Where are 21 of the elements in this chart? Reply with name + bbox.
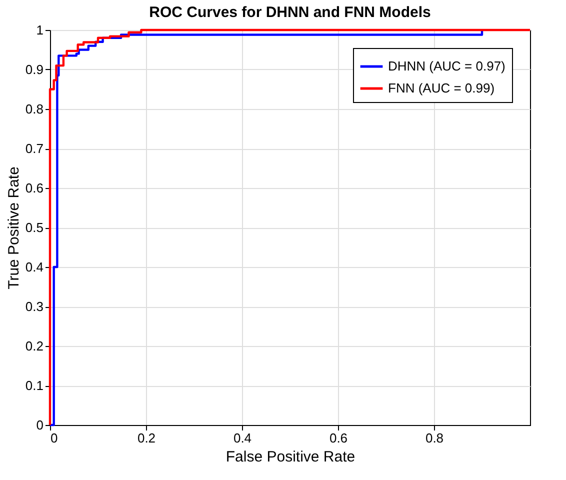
y-tick-label: 0.4	[25, 260, 44, 274]
y-tick-label: 0.7	[25, 141, 44, 156]
x-tick-label: 0.4	[233, 430, 252, 446]
y-tick-label: 0.5	[25, 220, 44, 235]
y-tick-label: 0.1	[25, 378, 44, 393]
y-tick-label: 0.9	[25, 62, 44, 77]
y-axis-title: True Positive Rate	[5, 166, 22, 290]
y-tick-label: 0	[36, 418, 44, 432]
x-axis-title: False Positive Rate	[226, 448, 356, 466]
legend-label: FNN (AUC = 0.99)	[388, 80, 495, 96]
y-tick-label: 0.8	[25, 102, 44, 116]
y-tick-label: 0.6	[25, 180, 44, 196]
x-tick-label: 0.6	[329, 430, 348, 446]
x-tick-label: 0	[50, 430, 58, 446]
y-tick-label: 1	[36, 22, 44, 38]
x-tick-label: 0.8	[425, 430, 444, 446]
x-tick-label: 0.2	[137, 430, 156, 446]
legend-label: DHNN (AUC = 0.97)	[388, 58, 506, 74]
y-tick-label: 0.2	[25, 338, 44, 354]
y-tick-label: 0.3	[25, 299, 44, 314]
chart-title: ROC Curves for DHNN and FNN Models	[149, 4, 431, 21]
